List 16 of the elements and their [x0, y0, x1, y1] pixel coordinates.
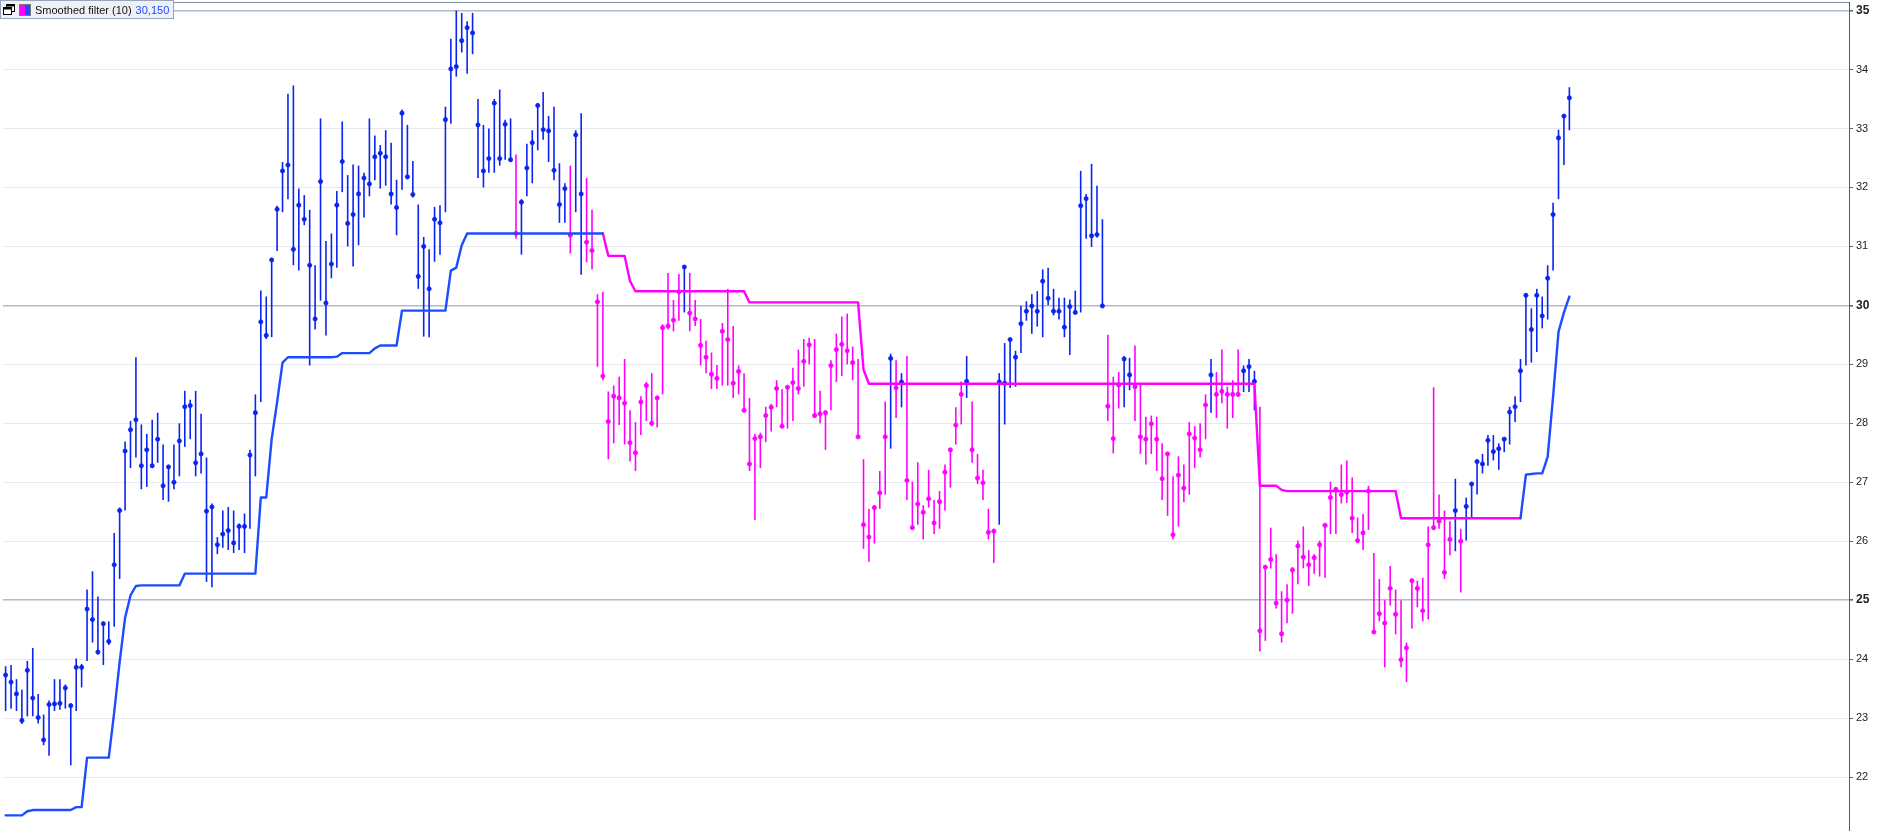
- y-tick-label: 29: [1856, 357, 1869, 370]
- y-tick-label: 28: [1856, 416, 1869, 429]
- y-tick-label: 23: [1856, 711, 1869, 724]
- annotation: 30,150: [135, 3, 170, 16]
- y-tick-label: 31: [1856, 239, 1869, 252]
- y-tick-label: 26: [1856, 534, 1869, 547]
- y-tick-label: 35: [1856, 2, 1870, 17]
- y-tick-label: 32: [1856, 180, 1869, 193]
- y-tick-label: 24: [1856, 652, 1869, 665]
- y-tick-label: 33: [1856, 121, 1869, 134]
- legend-label: Smoothed filter (10): [35, 3, 132, 16]
- y-tick-label: 25: [1856, 592, 1870, 607]
- y-tick-label: 30: [1856, 297, 1870, 312]
- y-tick-label: 22: [1856, 770, 1869, 783]
- y-tick-label: 27: [1856, 475, 1869, 488]
- y-tick-label: 34: [1856, 62, 1869, 75]
